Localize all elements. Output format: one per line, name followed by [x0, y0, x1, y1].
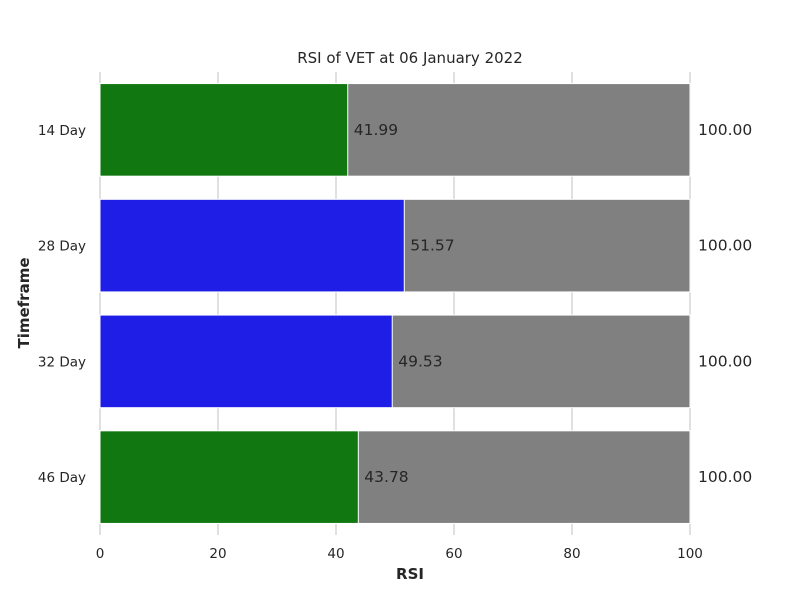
x-tick-label: 100 — [677, 546, 703, 562]
bar-rsi-2 — [99, 314, 393, 409]
bar-label-total: 100.00 — [698, 121, 752, 139]
x-tick-label: 0 — [96, 546, 105, 562]
y-tick-label: 32 Day — [38, 354, 86, 370]
y-tick-labels: 14 Day 28 Day 32 Day 46 Day — [38, 123, 86, 486]
x-tick-label: 60 — [445, 546, 462, 562]
bar-rsi-3 — [99, 430, 359, 524]
bar-rsi-1 — [99, 198, 405, 293]
y-axis-label: Timeframe — [15, 257, 33, 348]
y-tick-label: 46 Day — [38, 470, 86, 486]
chart-title: RSI of VET at 06 January 2022 — [297, 49, 523, 67]
bar-label-rsi: 41.99 — [354, 121, 398, 139]
bar-label-rsi: 49.53 — [398, 352, 442, 370]
x-tick-labels: 0 20 40 60 80 100 — [96, 546, 703, 562]
bar-value-labels: 41.99 100.00 51.57 100.00 49.53 100.00 43.78 10… — [354, 121, 753, 486]
bars — [99, 83, 691, 524]
x-tick-label: 80 — [563, 546, 580, 562]
bar-label-total: 100.00 — [698, 237, 752, 255]
x-tick-label: 20 — [209, 546, 226, 562]
x-axis-label: RSI — [396, 565, 424, 583]
bar-label-total: 100.00 — [698, 468, 752, 486]
y-tick-label: 14 Day — [38, 123, 86, 139]
x-tick-label: 40 — [327, 546, 344, 562]
bar-label-total: 100.00 — [698, 352, 752, 370]
bar-rsi-0 — [99, 83, 349, 177]
y-tick-label: 28 Day — [38, 239, 86, 255]
bar-label-rsi: 43.78 — [364, 468, 408, 486]
bar-label-rsi: 51.57 — [410, 237, 454, 255]
